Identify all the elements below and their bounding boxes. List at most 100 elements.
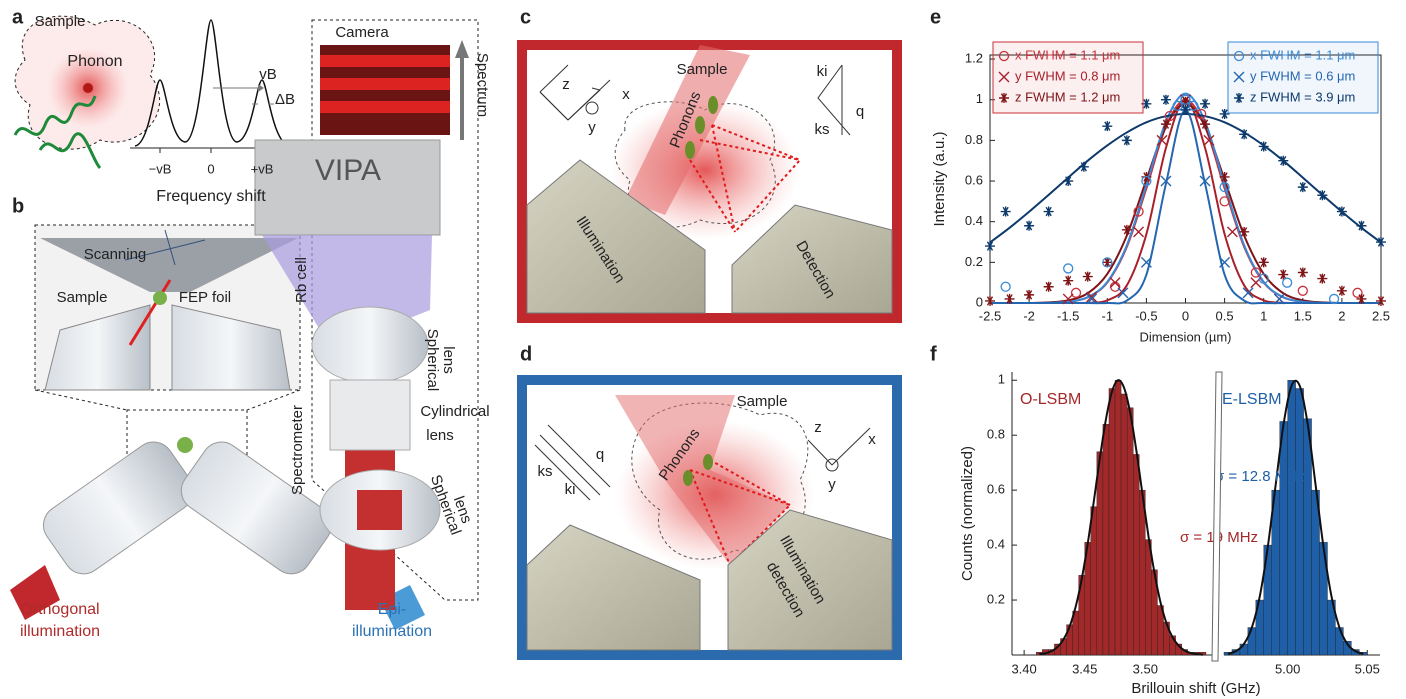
data-point xyxy=(1063,176,1073,186)
label: lens xyxy=(440,346,457,374)
data-point xyxy=(985,241,995,251)
label: vB xyxy=(259,66,277,83)
label: illumination xyxy=(20,623,100,640)
label: Sample xyxy=(737,393,788,410)
data-point xyxy=(1227,227,1237,237)
x-tick-label: 3.50 xyxy=(1133,661,1158,676)
label: y xyxy=(828,476,836,493)
y-tick-label: 0.8 xyxy=(965,132,983,147)
x-tick-label: -2.5 xyxy=(979,308,1001,323)
y-tick-label: 1 xyxy=(998,372,1005,387)
x-axis-label: Dimension (µm) xyxy=(1139,329,1231,344)
panel-c-drawing xyxy=(522,45,897,318)
y-tick-label: 1.2 xyxy=(965,51,983,66)
legend-label: x FWHM = 1.1 μm xyxy=(1015,47,1120,62)
panel-label: a xyxy=(12,6,24,28)
label: −vB xyxy=(149,161,172,176)
legend-label: y FWHM = 0.6 μm xyxy=(1250,68,1355,83)
label: q xyxy=(856,103,864,120)
y-tick-label: 0 xyxy=(976,294,983,309)
y-tick-label: 0.2 xyxy=(965,254,983,269)
data-point xyxy=(1083,272,1093,282)
x-tick-label: -1.5 xyxy=(1057,308,1079,323)
histogram-bar xyxy=(1115,380,1121,655)
label: illumination xyxy=(352,623,432,640)
y-tick-label: 0.6 xyxy=(987,482,1005,497)
data-point xyxy=(1376,237,1386,247)
data-point xyxy=(1298,268,1308,278)
y-tick-label: 0.2 xyxy=(987,591,1005,606)
x-tick-label: -2 xyxy=(1023,308,1035,323)
histogram-bar xyxy=(1133,454,1139,655)
histogram-bar xyxy=(1248,628,1256,655)
panel-a-drawing xyxy=(15,16,295,168)
panel-label: e xyxy=(930,6,941,28)
histogram-bar xyxy=(1288,380,1296,655)
x-tick-label: 2.5 xyxy=(1372,308,1390,323)
series-label: E-LSBM xyxy=(1222,391,1282,408)
data-point xyxy=(1200,99,1210,109)
data-point xyxy=(1024,221,1034,231)
x-tick-label: 5.00 xyxy=(1275,661,1300,676)
data-point xyxy=(1063,276,1073,286)
label: Spherical xyxy=(424,329,441,392)
label: ki xyxy=(817,63,828,80)
y-tick-label: 0.8 xyxy=(987,427,1005,442)
histogram-bar xyxy=(1109,388,1115,655)
label: z xyxy=(814,419,822,436)
x-tick-label: 1.5 xyxy=(1294,308,1312,323)
x-tick-label: 0.5 xyxy=(1216,308,1234,323)
label: 0 xyxy=(207,161,214,176)
y-axis-label: Counts (normalized) xyxy=(959,446,976,581)
data-point xyxy=(1024,290,1034,300)
data-point xyxy=(1064,264,1073,273)
label: Sample xyxy=(35,13,86,30)
data-point xyxy=(1298,286,1307,295)
label: Epi- xyxy=(378,601,406,618)
x-tick-label: 2 xyxy=(1338,308,1345,323)
data-point xyxy=(1001,282,1010,291)
x-tick-label: 3.45 xyxy=(1072,661,1097,676)
label: ks xyxy=(538,463,553,480)
x-axis-label: Brillouin shift (GHz) xyxy=(1131,680,1260,697)
label: ki xyxy=(565,481,576,498)
x-tick-label: 1 xyxy=(1260,308,1267,323)
data-point xyxy=(1298,182,1308,192)
histogram-bar xyxy=(1103,424,1109,655)
device-label: VIPA xyxy=(315,154,381,187)
label: ΔB xyxy=(275,91,295,108)
label: Phonon xyxy=(67,53,122,70)
x-tick-label: -1 xyxy=(1102,308,1114,323)
axis-break xyxy=(1212,372,1222,661)
data-point xyxy=(1376,296,1386,306)
series-label: O-LSBM xyxy=(1020,391,1081,408)
data-point xyxy=(1259,257,1269,267)
histogram-bar xyxy=(1145,540,1151,655)
label: q xyxy=(596,446,604,463)
data-point xyxy=(1283,278,1292,287)
data-point xyxy=(1317,274,1327,284)
label: Orthogonal xyxy=(20,601,99,618)
panel-label: f xyxy=(930,343,937,365)
y-tick-label: 0.4 xyxy=(965,213,983,228)
panel-label: c xyxy=(520,6,531,28)
histogram-bar xyxy=(1121,394,1127,655)
label: Scanning xyxy=(84,246,147,263)
label: lens xyxy=(426,427,454,444)
legend-label: x FWHM = 1.1 μm xyxy=(1250,47,1355,62)
x-tick-label: -0.5 xyxy=(1135,308,1157,323)
label: Frequency shift xyxy=(156,188,266,205)
histogram-bar xyxy=(1127,408,1133,655)
data-point xyxy=(1110,278,1120,288)
label: Camera xyxy=(335,24,389,41)
data-point xyxy=(1161,95,1171,105)
data-point xyxy=(1337,286,1347,296)
data-point xyxy=(985,296,995,306)
x-tick-label: 3.40 xyxy=(1011,661,1036,676)
label: Spectrometer xyxy=(289,405,306,495)
data-point xyxy=(1122,135,1132,145)
label: +vB xyxy=(251,161,274,176)
label: z xyxy=(562,76,570,93)
label: Cylindrical xyxy=(420,403,489,420)
fit-curve xyxy=(990,100,1381,303)
